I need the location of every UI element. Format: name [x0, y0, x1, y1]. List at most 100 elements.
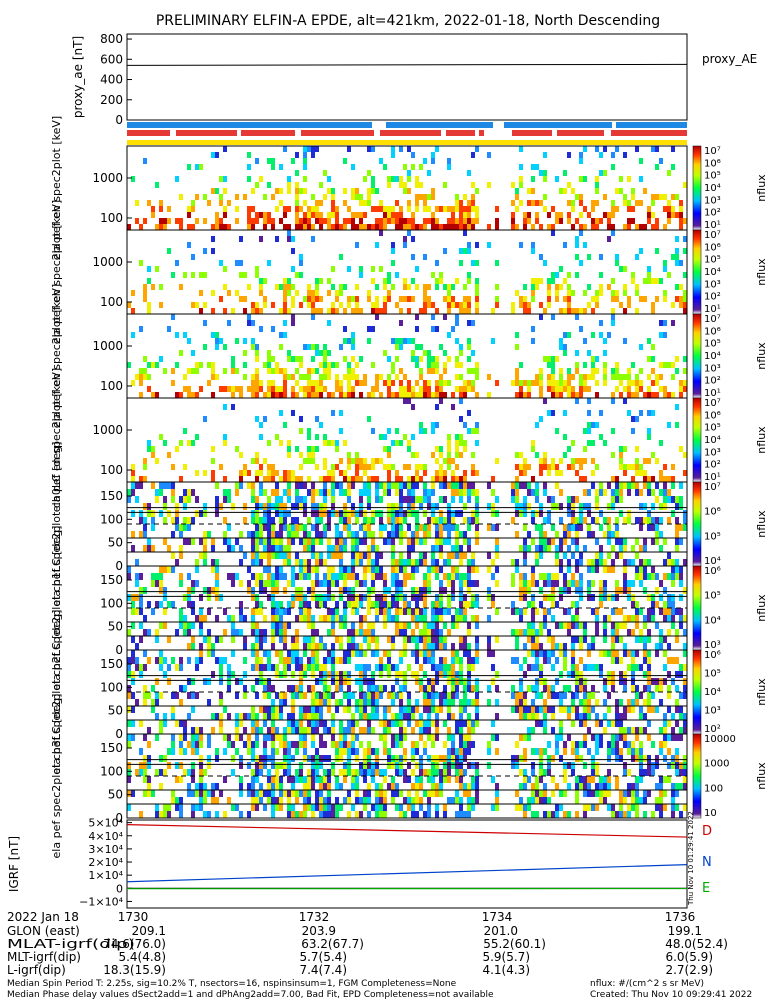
spec-pixel	[211, 236, 215, 242]
spec-pixel	[475, 374, 479, 380]
spec-pixel	[587, 559, 591, 566]
spec-pixel	[343, 224, 347, 230]
spec-pixel	[331, 362, 335, 368]
spec-pixel	[471, 260, 475, 266]
spec-pixel	[447, 664, 451, 671]
spec-pixel	[307, 559, 311, 566]
spec-pixel	[171, 566, 175, 573]
spec-pixel	[331, 762, 335, 769]
spec-pixel	[339, 678, 343, 685]
spec-pixel	[139, 476, 143, 482]
spec-pixel	[187, 206, 191, 212]
spec-pixel	[463, 194, 467, 200]
spec-pixel	[299, 218, 303, 224]
spec-pixel	[651, 410, 655, 416]
spec-pixel	[203, 811, 207, 818]
spec-pixel	[271, 545, 275, 552]
spec-pixel	[407, 440, 411, 446]
spec-pixel	[615, 296, 619, 302]
spec-pixel	[155, 692, 159, 699]
spec-pixel	[147, 538, 151, 545]
spec-pixel	[459, 482, 463, 489]
spec-pixel	[347, 650, 351, 657]
spec-pixel	[551, 272, 555, 278]
spec-pixel	[203, 416, 207, 422]
spec-pixel	[567, 446, 571, 452]
spec-pixel	[555, 386, 559, 392]
spec-pixel	[315, 380, 319, 386]
spec-pixel	[151, 699, 155, 706]
spec-pixel	[295, 615, 299, 622]
spec-pixel	[611, 452, 615, 458]
spec-pixel	[339, 769, 343, 776]
spec-pixel	[307, 386, 311, 392]
spec-pixel	[551, 587, 555, 594]
spec-pixel	[403, 769, 407, 776]
spec-pixel	[335, 380, 339, 386]
spec-pixel	[399, 531, 403, 538]
spec-pixel	[351, 531, 355, 538]
spec-pixel	[651, 615, 655, 622]
spec-pixel	[471, 559, 475, 566]
spec-pixel	[523, 496, 527, 503]
spec-pixel	[179, 496, 183, 503]
spec-pixel	[543, 206, 547, 212]
spec-pixel	[663, 206, 667, 212]
spec-pixel	[527, 302, 531, 308]
spec-pixel	[303, 727, 307, 734]
spec-pixel	[303, 734, 307, 741]
spec-pixel	[135, 580, 139, 587]
spec-pixel	[647, 489, 651, 496]
spec-pixel	[275, 188, 279, 194]
spec-pixel	[347, 755, 351, 762]
spec-pixel	[347, 685, 351, 692]
spec-pixel	[291, 517, 295, 524]
spec-pixel	[179, 748, 183, 755]
spec-pixel	[611, 476, 615, 482]
spec-pixel	[579, 158, 583, 164]
spec-pixel	[519, 510, 523, 517]
spec-pixel	[435, 566, 439, 573]
spec-pixel	[391, 440, 395, 446]
spec-pixel	[387, 755, 391, 762]
spec-pixel	[539, 531, 543, 538]
spec-pixel	[159, 573, 163, 580]
spec-pixel	[219, 692, 223, 699]
spec-pixel	[239, 811, 243, 818]
spec-pixel	[447, 559, 451, 566]
spec-pixel	[563, 706, 567, 713]
spec-pixel	[263, 476, 267, 482]
spec-pixel	[367, 762, 371, 769]
spec-pixel	[571, 692, 575, 699]
spec-pixel	[231, 755, 235, 762]
spec-pixel	[451, 692, 455, 699]
spec-pixel	[523, 545, 527, 552]
spec-pixel	[319, 720, 323, 727]
spec-pixel	[439, 755, 443, 762]
spec-pixel	[319, 489, 323, 496]
spec-pixel	[671, 194, 675, 200]
spec-pixel	[571, 464, 575, 470]
spec-pixel	[207, 531, 211, 538]
spec-pixel	[471, 380, 475, 386]
spec-pixel	[295, 152, 299, 158]
spec-pixel	[439, 587, 443, 594]
spec-pixel	[427, 218, 431, 224]
spec-pixel	[571, 524, 575, 531]
spec-pixel	[399, 338, 403, 344]
spec-ytick-label: 150	[100, 657, 123, 671]
spec-pixel	[603, 650, 607, 657]
spec-pixel	[547, 538, 551, 545]
spec-pixel	[135, 496, 139, 503]
spec-pixel	[615, 657, 619, 664]
spec-pixel	[263, 503, 267, 510]
spec-pixel	[319, 664, 323, 671]
spec-ytick-label: 50	[108, 704, 123, 718]
spec-pixel	[227, 741, 231, 748]
spec-pixel	[339, 489, 343, 496]
spec-pixel	[239, 608, 243, 615]
colorbar	[692, 397, 702, 483]
spec-pixel	[243, 272, 247, 278]
spec-pixel	[263, 302, 267, 308]
spec-pixel	[227, 713, 231, 720]
